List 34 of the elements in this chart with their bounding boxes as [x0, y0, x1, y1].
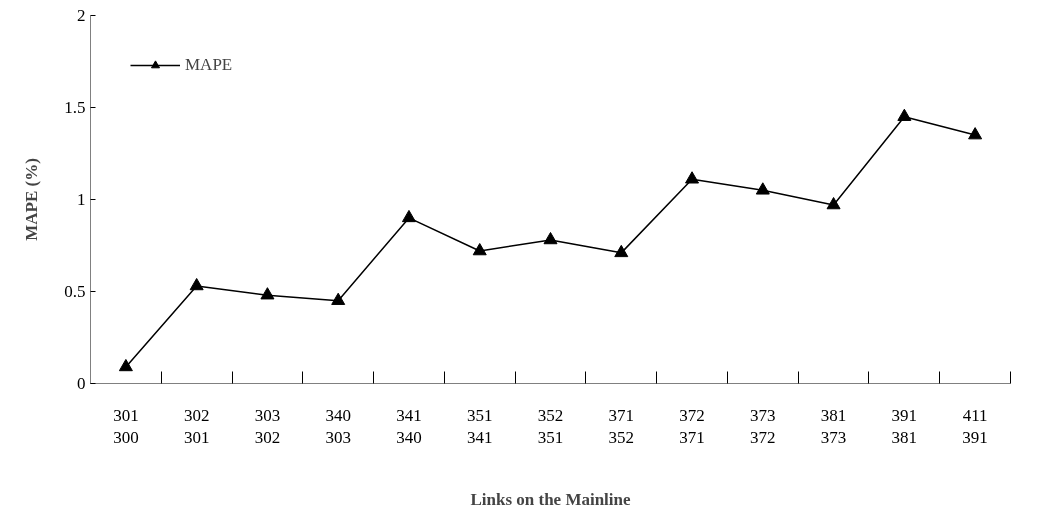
point: [897, 108, 912, 121]
x-axis-title: Links on the Mainline: [470, 490, 632, 510]
point: [755, 182, 770, 195]
x-tick-label: 371 352: [608, 405, 635, 448]
y-tick-label: 1: [77, 190, 86, 209]
x-tick-label: 341 340: [396, 405, 422, 448]
x-tick-label: 411 391: [962, 405, 988, 448]
point: [401, 209, 416, 223]
x-tick-label: 391 381: [891, 405, 918, 448]
legend-label: MAPE: [185, 55, 233, 75]
point: [331, 292, 346, 305]
point: [260, 287, 275, 300]
x-tick-label: 301 300: [113, 405, 139, 448]
point: [685, 171, 700, 184]
x-tick-label: 302 301: [183, 405, 210, 448]
point: [189, 277, 204, 291]
x-tick-label: 352 351: [537, 405, 564, 448]
point: [118, 358, 133, 372]
point: [543, 231, 558, 245]
x-tick-label: 351 341: [466, 405, 493, 448]
x-tick-label: 372 371: [679, 405, 705, 448]
x-tick-label: 373 372: [750, 405, 776, 448]
y-tick-label: 2: [77, 6, 86, 25]
y-tick-label: 1.5: [64, 98, 86, 117]
point: [968, 127, 983, 140]
y-tick-label: 0: [77, 374, 86, 393]
point: [472, 243, 487, 256]
x-tick-label: 381 373: [820, 405, 847, 448]
point: [614, 244, 629, 258]
x-tick-label: 340 303: [325, 405, 351, 448]
point: [826, 197, 841, 210]
x-tick-label: 303 302: [254, 405, 281, 448]
y-axis-title: MAPE (%): [22, 158, 42, 241]
y-tick-label: 0.5: [64, 282, 86, 301]
